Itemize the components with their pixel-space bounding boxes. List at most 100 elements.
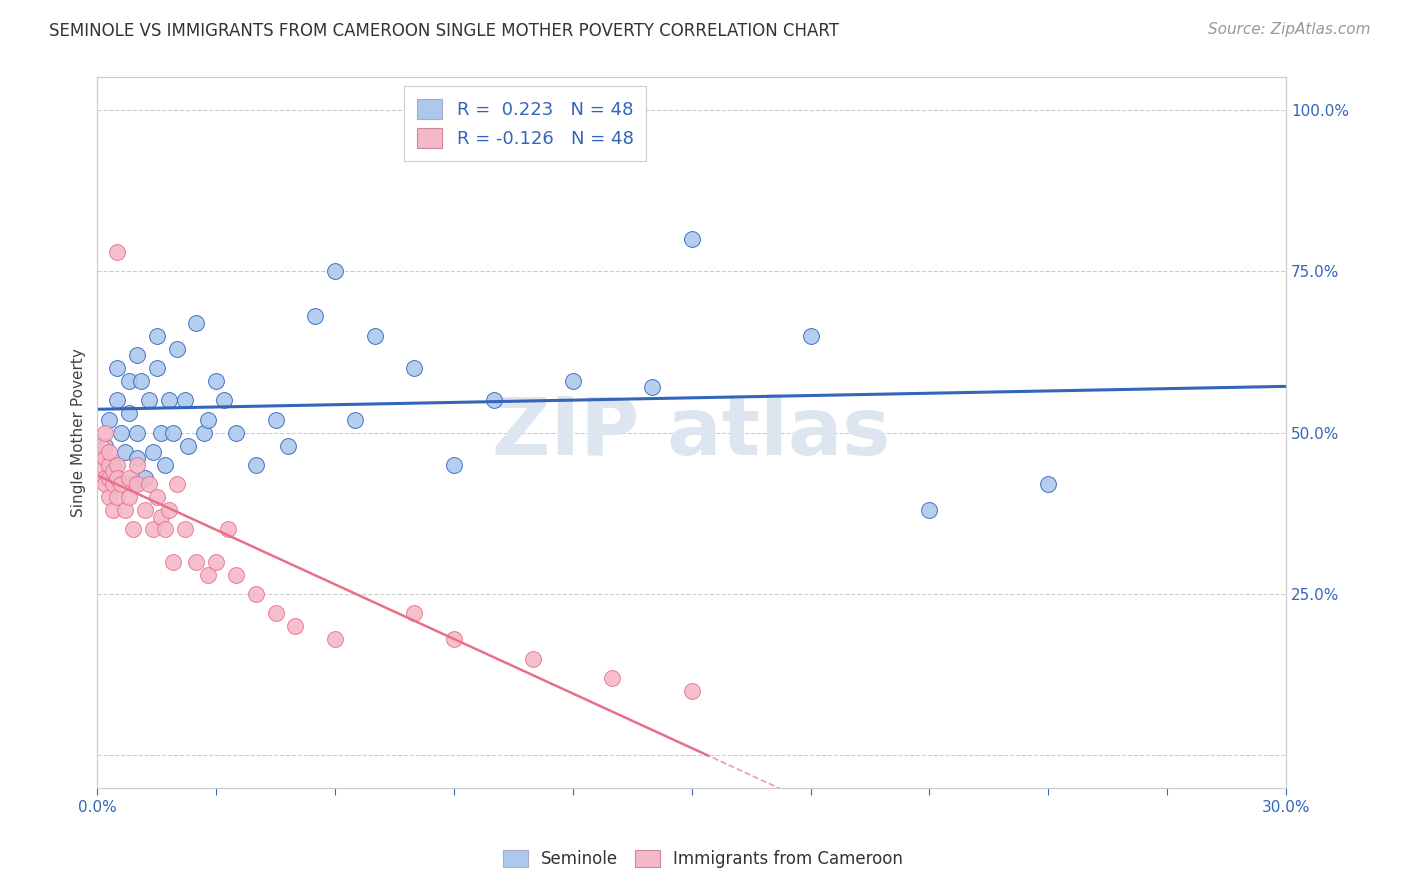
Point — [94, 425, 117, 440]
Point — [681, 684, 703, 698]
Point — [284, 619, 307, 633]
Point — [90, 438, 112, 452]
Point — [186, 555, 208, 569]
Point — [177, 438, 200, 452]
Point — [125, 348, 148, 362]
Point — [94, 471, 117, 485]
Point — [304, 310, 326, 324]
Point — [138, 477, 160, 491]
Text: SEMINOLE VS IMMIGRANTS FROM CAMEROON SINGLE MOTHER POVERTY CORRELATION CHART: SEMINOLE VS IMMIGRANTS FROM CAMEROON SIN… — [49, 22, 839, 40]
Point — [173, 523, 195, 537]
Text: ZIP atlas: ZIP atlas — [492, 393, 891, 472]
Point — [125, 451, 148, 466]
Point — [212, 393, 235, 408]
Point — [205, 555, 228, 569]
Point — [138, 393, 160, 408]
Point — [114, 503, 136, 517]
Point — [98, 471, 121, 485]
Point — [173, 393, 195, 408]
Point — [142, 445, 165, 459]
Point — [103, 503, 125, 517]
Point — [105, 471, 128, 485]
Point — [129, 374, 152, 388]
Point — [443, 458, 465, 472]
Y-axis label: Single Mother Poverty: Single Mother Poverty — [72, 348, 86, 517]
Point — [110, 477, 132, 491]
Point — [98, 490, 121, 504]
Point — [103, 477, 125, 491]
Point — [264, 412, 287, 426]
Point — [245, 587, 267, 601]
Point — [105, 393, 128, 408]
Point — [146, 490, 169, 504]
Text: Source: ZipAtlas.com: Source: ZipAtlas.com — [1208, 22, 1371, 37]
Point — [157, 503, 180, 517]
Point — [602, 671, 624, 685]
Point — [105, 458, 128, 472]
Point — [363, 328, 385, 343]
Point — [681, 232, 703, 246]
Point — [94, 438, 117, 452]
Point — [114, 445, 136, 459]
Point — [146, 361, 169, 376]
Point — [186, 316, 208, 330]
Point — [225, 567, 247, 582]
Point — [118, 471, 141, 485]
Point — [98, 445, 121, 459]
Legend: Seminole, Immigrants from Cameroon: Seminole, Immigrants from Cameroon — [496, 843, 910, 875]
Point — [197, 567, 219, 582]
Point — [149, 509, 172, 524]
Point — [561, 374, 583, 388]
Point — [134, 503, 156, 517]
Point — [343, 412, 366, 426]
Point — [118, 374, 141, 388]
Point — [162, 555, 184, 569]
Point — [110, 425, 132, 440]
Point — [443, 632, 465, 647]
Point — [149, 425, 172, 440]
Point — [166, 342, 188, 356]
Point — [197, 412, 219, 426]
Point — [404, 607, 426, 621]
Point — [134, 471, 156, 485]
Point — [323, 264, 346, 278]
Point — [94, 477, 117, 491]
Point — [122, 477, 145, 491]
Point — [118, 490, 141, 504]
Point — [125, 458, 148, 472]
Point — [404, 361, 426, 376]
Point — [105, 490, 128, 504]
Point — [193, 425, 215, 440]
Point — [125, 477, 148, 491]
Point — [122, 523, 145, 537]
Point — [918, 503, 941, 517]
Point — [641, 380, 664, 394]
Point — [153, 458, 176, 472]
Point — [105, 361, 128, 376]
Point — [153, 523, 176, 537]
Point — [118, 406, 141, 420]
Point — [217, 523, 239, 537]
Point — [98, 458, 121, 472]
Point — [799, 328, 821, 343]
Point — [94, 451, 117, 466]
Point — [103, 464, 125, 478]
Legend: R =  0.223   N = 48, R = -0.126   N = 48: R = 0.223 N = 48, R = -0.126 N = 48 — [405, 87, 647, 161]
Point — [1038, 477, 1060, 491]
Point — [157, 393, 180, 408]
Point — [264, 607, 287, 621]
Point — [205, 374, 228, 388]
Point — [166, 477, 188, 491]
Point — [225, 425, 247, 440]
Point — [323, 632, 346, 647]
Point — [90, 458, 112, 472]
Point — [142, 523, 165, 537]
Point — [98, 412, 121, 426]
Point — [162, 425, 184, 440]
Point — [277, 438, 299, 452]
Point — [245, 458, 267, 472]
Point — [103, 458, 125, 472]
Point — [522, 651, 544, 665]
Point — [482, 393, 505, 408]
Point — [146, 328, 169, 343]
